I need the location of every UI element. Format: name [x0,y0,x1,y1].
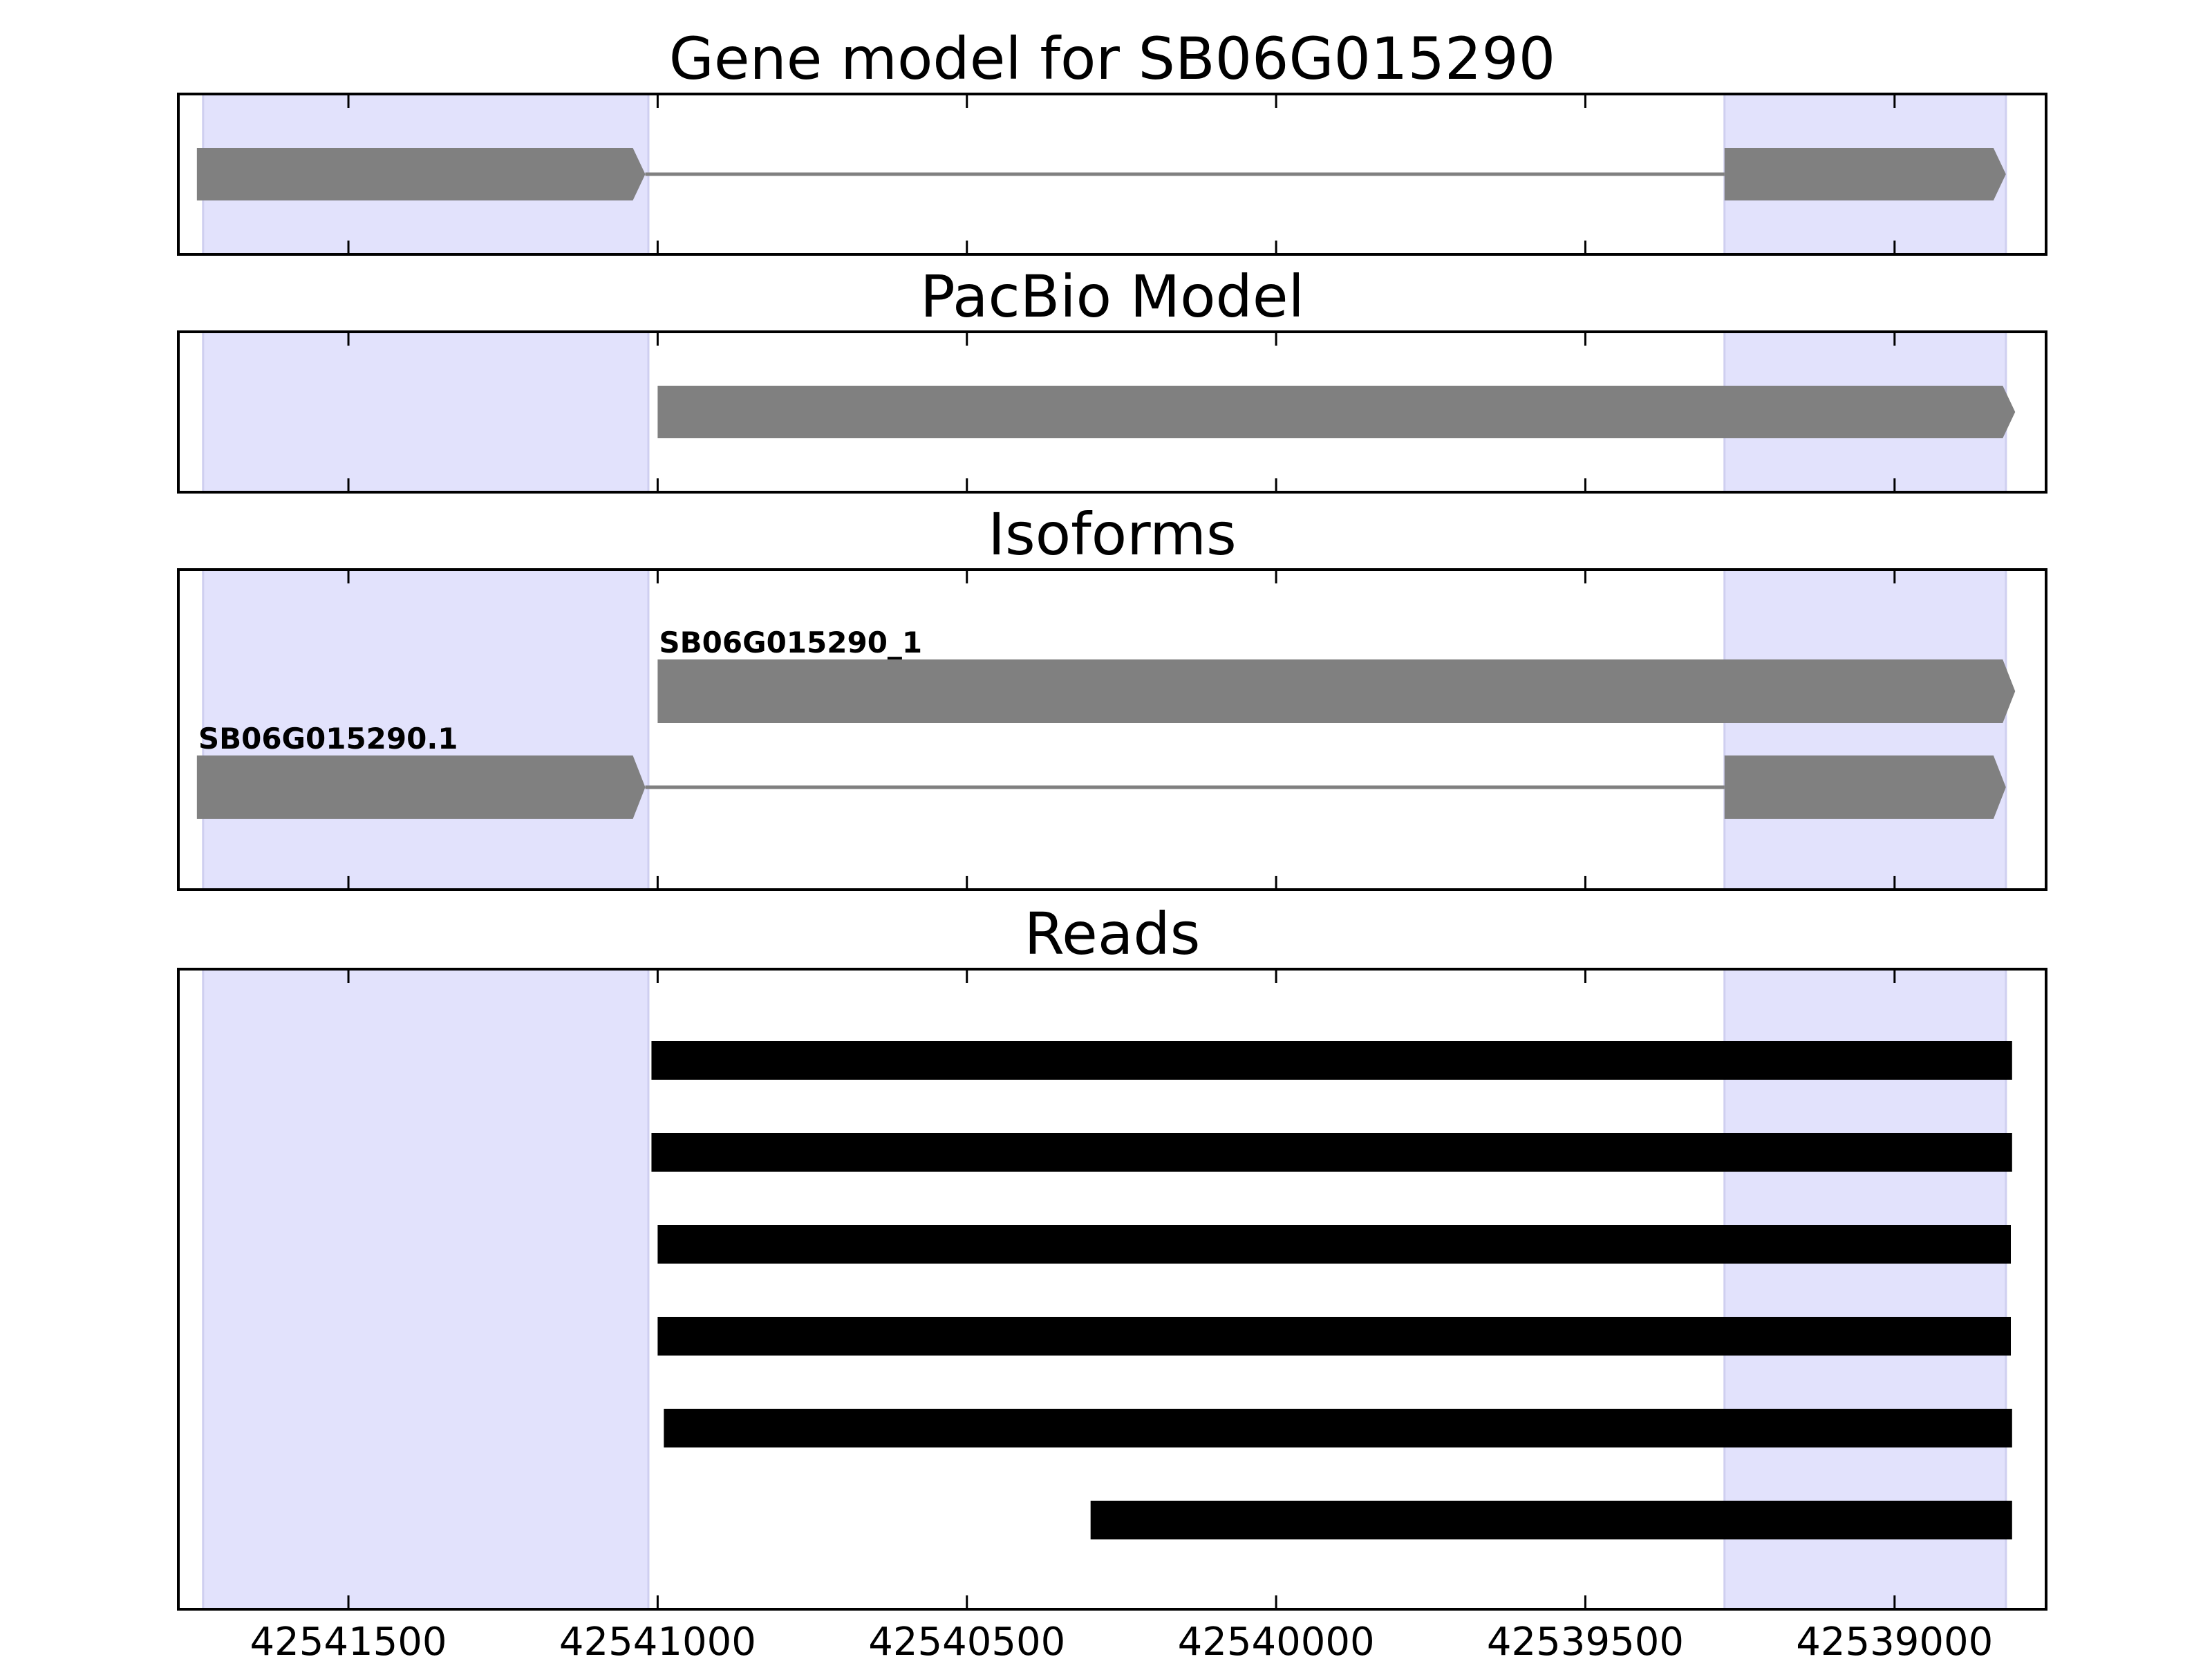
x-tick-label: 42540500 [868,1620,1065,1659]
panel-frame [177,968,2047,1611]
panel-title: PacBio Model [920,263,1304,330]
read-bar [657,1317,2012,1356]
isoform-label: SB06G015290_1 [659,626,922,659]
highlight-region [202,969,650,1609]
exon-block [1724,755,2006,819]
panel-frame [177,568,2047,891]
x-tick-label: 42541000 [559,1620,756,1659]
panel-frame [177,330,2047,494]
panel-plot-area [202,332,2016,492]
track-2-1: SB06G015290.1 [196,722,2006,819]
x-tick-label: 42539500 [1487,1620,1684,1659]
track-0-0 [196,148,2006,200]
panel-plot-area [196,94,2007,254]
panel-0: Gene model for SB06G015290 [177,25,2047,256]
read-bar [651,1041,2012,1080]
panel-plot-area: SB06G015290_1 SB06G015290.1 [196,570,2016,890]
panel-3: Reads [177,900,2047,1611]
read-bar [651,1133,2012,1172]
highlight-region [202,332,650,492]
x-tick-labels: 42541500 42541000 42540500 42540000 42539500… [250,1620,1994,1659]
panel-frame [177,93,2047,256]
track-1-0 [657,386,2016,438]
read-bar [664,1409,2012,1447]
panel-title: Isoforms [988,500,1237,568]
read-bar [657,1225,2012,1264]
highlight-region [202,570,650,890]
exon-block [196,755,646,819]
x-tick-label: 42539000 [1796,1620,1993,1659]
panel-1: PacBio Model [177,263,2047,494]
highlight-region [1723,570,2007,890]
exon-block [1724,148,2006,200]
exon-block [657,659,2016,723]
exon-block [657,386,2016,438]
panels-layer: Gene model for SB06G015290 PacBio Model Is… [177,25,2047,1611]
panel-title: Reads [1024,900,1201,968]
x-tick-label: 42541500 [250,1620,447,1659]
panel-plot-area [202,969,2012,1609]
x-tick-label: 42540000 [1178,1620,1375,1659]
read-bar [1090,1501,2012,1539]
panel-2: Isoforms SB06G015290_1 SB06G015290.1 [177,500,2047,891]
isoform-label: SB06G015290.1 [198,722,458,756]
exon-block [196,148,646,200]
track-2-0: SB06G015290_1 [657,626,2016,723]
panel-title: Gene model for SB06G015290 [669,25,1555,93]
